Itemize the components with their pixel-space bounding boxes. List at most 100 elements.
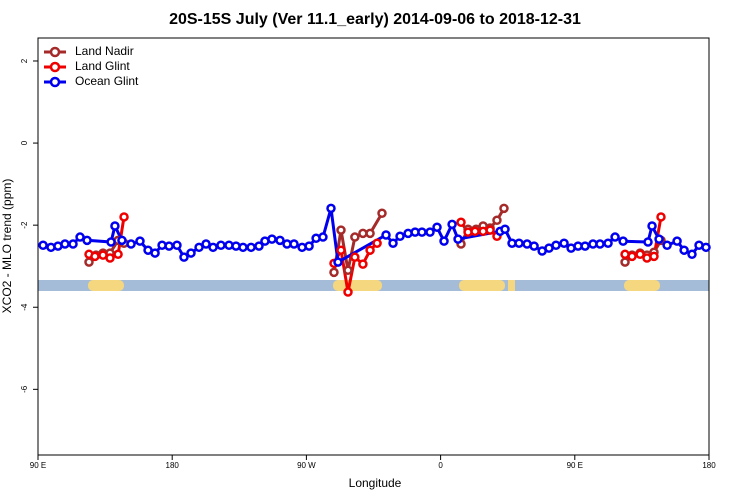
legend-swatch-marker	[49, 46, 61, 58]
data-point	[329, 267, 339, 278]
data-point	[267, 234, 277, 244]
data-point	[610, 232, 620, 242]
data-point	[595, 239, 605, 249]
data-point	[381, 230, 391, 240]
data-point	[350, 252, 360, 262]
data-point	[333, 257, 343, 267]
data-point	[687, 249, 697, 260]
data-point	[336, 225, 346, 235]
data-point	[559, 238, 569, 248]
data-point	[620, 257, 630, 267]
data-point	[179, 252, 189, 262]
data-point	[618, 236, 628, 246]
data-point	[216, 240, 226, 251]
data-point	[105, 253, 115, 263]
data-point	[164, 241, 174, 251]
data-point	[135, 236, 145, 246]
legend-swatch-marker	[49, 61, 61, 73]
data-point	[529, 241, 539, 251]
data-point	[662, 240, 672, 251]
data-point	[635, 249, 645, 260]
data-point	[439, 236, 449, 246]
data-point	[425, 227, 435, 237]
data-point	[500, 224, 510, 235]
data-point	[603, 238, 613, 248]
x-tick-label: 90 E	[30, 461, 46, 470]
data-point	[119, 212, 129, 222]
data-point	[417, 227, 427, 237]
data-point	[208, 242, 218, 253]
data-point	[580, 241, 590, 251]
data-point	[358, 259, 368, 269]
data-point	[485, 225, 495, 235]
series-line	[42, 207, 707, 265]
data-point	[110, 221, 120, 231]
x-tick-label: 90 E	[567, 461, 583, 470]
data-point	[336, 245, 346, 255]
data-point	[649, 251, 659, 262]
data-point	[84, 257, 94, 267]
data-point	[377, 208, 387, 219]
x-tick-label: 0	[438, 461, 443, 470]
y-tick-label: -4	[20, 303, 29, 311]
chart-title: 20S-15S July (Ver 11.1_early) 2014-09-06…	[169, 11, 581, 28]
x-axis-label: Longitude	[349, 476, 402, 490]
data-point	[627, 251, 637, 262]
data-point	[126, 239, 136, 249]
data-point	[38, 240, 48, 251]
data-point	[654, 234, 664, 244]
data-point	[343, 265, 353, 276]
data-point	[106, 237, 116, 247]
x-tick-label: 90 W	[297, 461, 316, 470]
data-point	[117, 235, 127, 246]
data-point	[318, 232, 328, 242]
land-patch	[88, 280, 124, 291]
data-point	[453, 234, 463, 244]
data-point	[289, 239, 299, 249]
land-patch	[508, 280, 515, 291]
data-point	[90, 251, 100, 262]
data-point	[365, 245, 375, 255]
y-tick-label: 2	[20, 58, 29, 63]
data-point	[82, 235, 92, 246]
legend-label: Land Glint	[75, 59, 130, 73]
x-tick-label: 180	[702, 461, 716, 470]
data-point	[672, 236, 682, 246]
data-point	[372, 238, 382, 248]
data-point	[275, 235, 285, 246]
data-point	[150, 248, 160, 258]
data-point	[113, 249, 123, 260]
data-point	[388, 238, 398, 248]
data-point	[470, 226, 480, 237]
data-point	[647, 221, 657, 231]
data-point	[304, 241, 314, 251]
legend-label: Land Nadir	[75, 44, 134, 58]
data-point	[343, 287, 353, 297]
data-point	[365, 228, 375, 239]
data-point	[326, 203, 336, 214]
data-point	[432, 222, 442, 232]
data-point	[395, 231, 405, 241]
data-point	[254, 241, 264, 251]
data-point	[514, 238, 524, 248]
data-point	[679, 245, 689, 255]
data-point	[246, 242, 256, 253]
data-point	[701, 242, 711, 253]
data-point	[194, 242, 204, 253]
data-point	[456, 217, 466, 228]
data-point	[447, 219, 457, 230]
data-point	[350, 232, 360, 242]
y-tick-label: 0	[20, 140, 29, 145]
y-axis-label: XCO2 - MLO trend (ppm)	[0, 179, 14, 314]
data-point	[656, 212, 666, 222]
data-point	[551, 240, 561, 251]
data-point	[201, 239, 211, 249]
data-point	[238, 242, 248, 253]
land-patch	[333, 280, 382, 291]
data-point	[492, 215, 502, 225]
y-tick-label: -2	[20, 221, 29, 229]
legend-swatch-marker	[49, 76, 61, 88]
surface-strip	[38, 280, 709, 291]
